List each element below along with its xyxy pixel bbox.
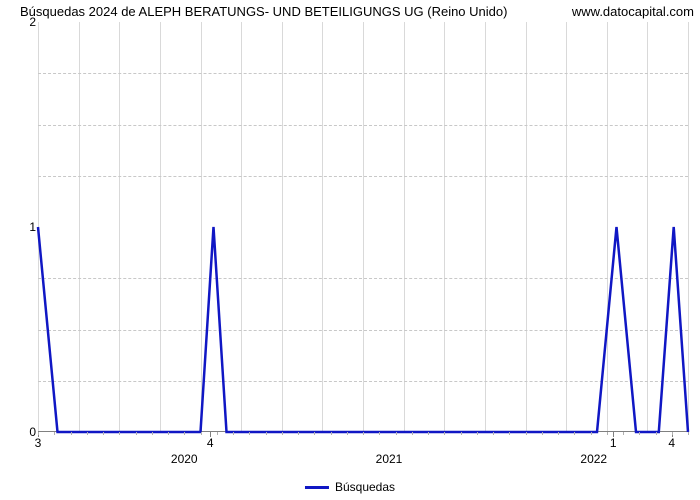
x-minor-tick <box>558 432 559 435</box>
x-tick-mark <box>210 432 211 437</box>
chart-title: Búsquedas 2024 de ALEPH BERATUNGS- UND B… <box>20 4 507 19</box>
x-minor-tick <box>119 432 120 435</box>
x-minor-tick <box>314 432 315 435</box>
x-minor-tick <box>444 432 445 435</box>
x-minor-tick <box>428 432 429 435</box>
x-minor-tick <box>168 432 169 435</box>
x-tick-label: 4 <box>668 436 675 450</box>
x-minor-tick <box>152 432 153 435</box>
x-minor-tick <box>282 432 283 435</box>
x-tick-mark <box>613 432 614 437</box>
x-minor-tick <box>363 432 364 435</box>
x-tick-label: 3 <box>35 436 42 450</box>
x-minor-tick <box>688 432 689 435</box>
x-minor-tick <box>331 432 332 435</box>
x-minor-tick <box>526 432 527 435</box>
x-minor-tick <box>201 432 202 435</box>
x-minor-tick <box>396 432 397 435</box>
y-tick-label: 2 <box>29 15 36 29</box>
x-minor-tick <box>71 432 72 435</box>
x-minor-tick <box>54 432 55 435</box>
chart-legend: Búsquedas <box>305 480 395 494</box>
x-minor-tick <box>103 432 104 435</box>
x-minor-tick <box>233 432 234 435</box>
x-minor-tick <box>493 432 494 435</box>
x-minor-tick <box>639 432 640 435</box>
x-minor-tick <box>87 432 88 435</box>
series-polyline <box>38 227 688 432</box>
x-year-label: 2022 <box>580 452 607 466</box>
x-tick-label: 4 <box>207 436 214 450</box>
x-minor-tick <box>266 432 267 435</box>
x-minor-tick <box>656 432 657 435</box>
x-tick-label: 1 <box>610 436 617 450</box>
legend-swatch <box>305 486 329 489</box>
x-minor-tick <box>136 432 137 435</box>
x-minor-tick <box>461 432 462 435</box>
y-tick-label: 1 <box>29 220 36 234</box>
x-minor-tick <box>591 432 592 435</box>
x-minor-tick <box>412 432 413 435</box>
watermark-text: www.datocapital.com <box>572 4 694 19</box>
x-minor-tick <box>542 432 543 435</box>
x-minor-tick <box>347 432 348 435</box>
x-minor-tick <box>379 432 380 435</box>
x-minor-tick <box>607 432 608 435</box>
legend-label: Búsquedas <box>335 480 395 494</box>
x-minor-tick <box>184 432 185 435</box>
x-year-label: 2020 <box>171 452 198 466</box>
x-minor-tick <box>623 432 624 435</box>
x-minor-tick <box>249 432 250 435</box>
x-minor-tick <box>574 432 575 435</box>
x-minor-tick <box>509 432 510 435</box>
x-minor-tick <box>298 432 299 435</box>
chart-plot-area <box>38 22 688 432</box>
x-minor-tick <box>217 432 218 435</box>
x-year-label: 2021 <box>376 452 403 466</box>
x-minor-tick <box>672 432 673 435</box>
grid-vertical <box>688 22 689 432</box>
x-minor-tick <box>477 432 478 435</box>
x-minor-tick <box>38 432 39 435</box>
line-series <box>38 22 688 432</box>
